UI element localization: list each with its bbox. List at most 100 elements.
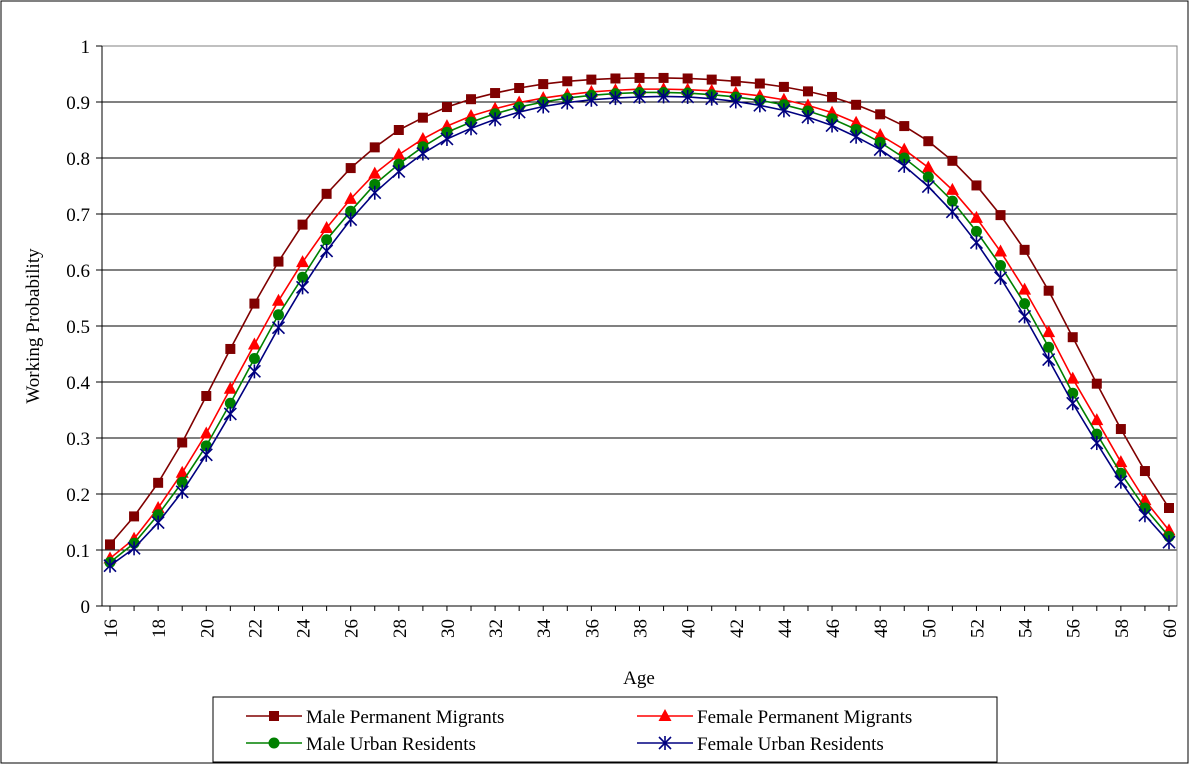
data-point bbox=[464, 121, 478, 136]
legend-entries: Male Permanent Migrants Female Permanent … bbox=[246, 707, 912, 755]
x-tick-label: 52 bbox=[967, 619, 988, 638]
data-point bbox=[801, 110, 815, 125]
data-point bbox=[705, 91, 719, 106]
x-axis-title: Age bbox=[623, 668, 655, 689]
data-point bbox=[127, 541, 141, 556]
data-point bbox=[1090, 436, 1104, 451]
data-point bbox=[1043, 285, 1054, 296]
x-tick-label: 16 bbox=[101, 619, 122, 638]
x-tick-label: 36 bbox=[582, 619, 603, 638]
data-point bbox=[1067, 332, 1078, 343]
x-tick-label: 60 bbox=[1160, 619, 1181, 638]
data-point bbox=[923, 136, 934, 147]
data-point bbox=[1139, 466, 1150, 477]
data-point bbox=[945, 182, 959, 195]
y-tick-label: 0.4 bbox=[66, 373, 90, 394]
data-point bbox=[610, 73, 621, 84]
x-tick-label: 32 bbox=[486, 619, 507, 638]
data-point bbox=[897, 158, 911, 173]
data-point bbox=[921, 179, 935, 194]
data-point bbox=[225, 343, 236, 354]
data-point bbox=[969, 235, 984, 250]
data-point bbox=[970, 225, 982, 237]
data-point bbox=[223, 381, 237, 394]
data-point bbox=[971, 180, 982, 191]
x-tick-label: 38 bbox=[631, 619, 652, 638]
data-point bbox=[1018, 282, 1032, 295]
data-point bbox=[899, 121, 910, 132]
data-point bbox=[320, 243, 334, 258]
data-point bbox=[223, 406, 237, 421]
legend-item: Female Urban Residents bbox=[637, 734, 884, 755]
x-tick-label: 50 bbox=[919, 619, 940, 638]
data-point bbox=[538, 79, 549, 90]
data-point bbox=[249, 298, 260, 309]
data-point bbox=[874, 136, 886, 148]
data-point bbox=[1019, 244, 1030, 255]
data-point bbox=[416, 131, 430, 144]
data-point bbox=[897, 142, 911, 155]
legend-marker bbox=[658, 709, 672, 721]
data-point bbox=[850, 123, 862, 135]
legend-label: Male Permanent Migrants bbox=[306, 707, 504, 728]
data-point bbox=[995, 260, 1007, 272]
data-point bbox=[994, 244, 1008, 257]
data-point bbox=[1115, 424, 1126, 435]
data-point bbox=[1042, 325, 1056, 338]
data-point bbox=[922, 171, 934, 183]
data-point bbox=[488, 112, 502, 127]
data-point bbox=[1067, 387, 1079, 399]
data-point bbox=[658, 72, 669, 83]
data-point bbox=[103, 558, 117, 573]
data-point bbox=[514, 83, 525, 93]
data-point bbox=[176, 476, 188, 488]
data-point bbox=[368, 185, 382, 200]
data-point bbox=[177, 437, 188, 448]
data-point bbox=[297, 271, 309, 283]
legend-item: Male Urban Residents bbox=[246, 734, 476, 755]
data-point bbox=[320, 221, 334, 233]
data-point bbox=[1164, 503, 1174, 513]
data-point bbox=[681, 89, 695, 104]
data-point bbox=[345, 163, 356, 174]
data-point bbox=[729, 94, 743, 109]
data-point bbox=[969, 210, 983, 223]
data-point bbox=[344, 191, 358, 204]
data-point bbox=[560, 95, 574, 110]
x-tick-label: 42 bbox=[727, 619, 748, 638]
x-tick-label: 46 bbox=[823, 619, 844, 638]
data-point bbox=[393, 158, 405, 170]
data-point bbox=[153, 477, 164, 488]
data-point bbox=[151, 515, 165, 530]
y-tick-label: 0.2 bbox=[66, 485, 90, 506]
data-point bbox=[392, 164, 406, 179]
y-tick-label: 0.9 bbox=[66, 93, 90, 114]
data-point bbox=[825, 118, 839, 133]
data-point bbox=[562, 76, 573, 87]
data-point bbox=[393, 125, 404, 135]
x-tick-label: 30 bbox=[438, 619, 459, 638]
data-point bbox=[827, 91, 838, 102]
data-point bbox=[873, 142, 887, 157]
data-point bbox=[1091, 378, 1102, 389]
series-0 bbox=[105, 72, 1174, 550]
data-point bbox=[368, 166, 382, 179]
data-point bbox=[369, 142, 380, 153]
data-point bbox=[777, 103, 791, 118]
data-point bbox=[536, 99, 550, 114]
x-tick-label: 40 bbox=[679, 619, 700, 638]
data-point bbox=[1019, 298, 1031, 310]
data-point bbox=[224, 397, 236, 409]
data-point bbox=[105, 539, 115, 550]
legend-marker bbox=[268, 737, 280, 749]
y-tick-label: 1 bbox=[81, 37, 91, 58]
data-point bbox=[634, 72, 645, 83]
legend-marker bbox=[269, 711, 279, 721]
x-tick-label: 54 bbox=[1016, 619, 1037, 639]
data-point bbox=[345, 205, 357, 217]
legend-label: Male Urban Residents bbox=[306, 734, 476, 755]
data-point bbox=[1043, 341, 1055, 353]
data-point bbox=[1138, 508, 1152, 523]
data-point bbox=[802, 86, 813, 97]
